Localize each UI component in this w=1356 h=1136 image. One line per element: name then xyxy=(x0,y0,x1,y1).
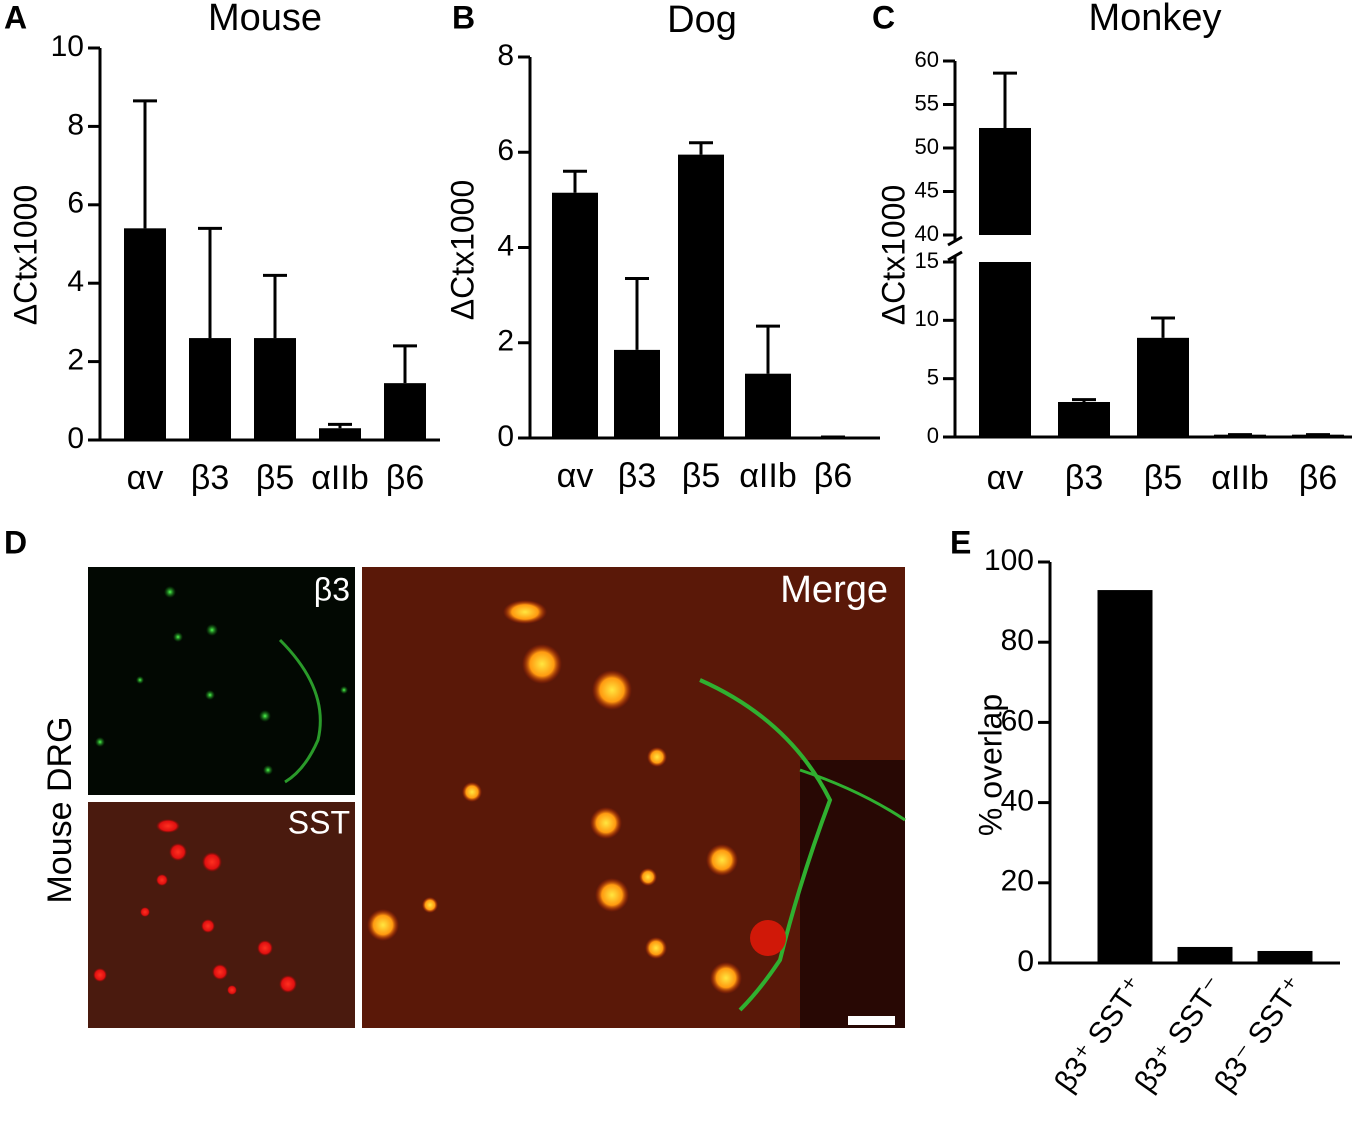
axis-break xyxy=(947,235,963,247)
fiber xyxy=(799,768,906,822)
bar xyxy=(552,192,598,438)
image-label: Merge xyxy=(780,569,888,611)
bar xyxy=(254,338,296,440)
error-bar xyxy=(263,273,287,339)
error-bar xyxy=(563,169,587,193)
x-tick-label: αv xyxy=(557,457,594,495)
y-tick-label: 15 xyxy=(915,248,939,273)
chart-title: Monkey xyxy=(1088,0,1221,39)
y-tick-label: 100 xyxy=(984,544,1034,577)
x-tick-label: β6 xyxy=(1299,459,1337,497)
scale-bar xyxy=(848,1016,895,1025)
y-tick-label: 60 xyxy=(1001,704,1034,737)
bar xyxy=(678,154,724,438)
x-tick-label: αIIb xyxy=(311,459,368,497)
y-tick-label: 10 xyxy=(915,306,939,331)
cells xyxy=(367,600,742,994)
y-axis-label: ΔCtx1000 xyxy=(7,185,43,326)
y-tick-label: 0 xyxy=(927,423,939,448)
cell xyxy=(750,920,786,956)
y-axis-label: ΔCtx1000 xyxy=(875,185,911,326)
x-tick-label: αv xyxy=(987,459,1024,497)
y-tick-label: 40 xyxy=(1001,785,1034,818)
error-bar xyxy=(625,276,649,350)
y-tick-label: 2 xyxy=(497,325,514,358)
y-tick-label: 55 xyxy=(915,90,939,115)
x-tick-label: αIIb xyxy=(1211,459,1268,497)
bar xyxy=(1257,950,1313,963)
panel-letter: B xyxy=(452,0,475,35)
fiber xyxy=(278,638,322,784)
bar xyxy=(384,383,426,440)
y-tick-label: 6 xyxy=(67,187,84,220)
x-tick-label: β5 xyxy=(1144,459,1182,497)
bar xyxy=(124,228,166,440)
x-tick-label: β3 xyxy=(191,459,229,497)
error-bar xyxy=(756,324,780,374)
y-tick-label: 60 xyxy=(915,47,939,72)
image-sst xyxy=(88,802,355,1028)
panel-letter: C xyxy=(872,0,895,35)
x-tick-label: β5 xyxy=(256,459,294,497)
bar xyxy=(614,349,660,438)
y-tick-label: 4 xyxy=(497,229,514,262)
panel-letter: E xyxy=(950,524,971,560)
shadow xyxy=(800,760,905,1028)
fiber xyxy=(699,678,833,1012)
y-axis-label: % overlap xyxy=(972,694,1008,836)
bar xyxy=(979,262,1031,437)
y-tick-label: 0 xyxy=(1017,945,1034,978)
x-tick-label: β6 xyxy=(386,459,424,497)
error-bar xyxy=(1151,316,1175,338)
error-bar xyxy=(993,71,1017,128)
image-label: β3 xyxy=(314,571,350,607)
row-label: Mouse DRG xyxy=(41,716,79,903)
bar xyxy=(745,373,791,438)
bar xyxy=(1058,402,1110,437)
bar xyxy=(1177,946,1233,963)
y-tick-label: 45 xyxy=(915,177,939,202)
error-bar xyxy=(393,344,417,384)
x-tick-label: β6 xyxy=(814,457,852,495)
y-tick-label: 8 xyxy=(67,108,84,141)
error-bar xyxy=(133,99,157,229)
error-bar xyxy=(198,226,222,339)
y-tick-label: 20 xyxy=(1001,865,1034,898)
bar xyxy=(1097,590,1153,963)
y-tick-label: 6 xyxy=(497,134,514,167)
image-label: SST xyxy=(288,804,350,840)
x-tick-label: β5 xyxy=(682,457,720,495)
bar xyxy=(1137,337,1189,437)
x-tick-label: αv xyxy=(127,459,164,497)
panel-letter: D xyxy=(4,524,27,560)
bar xyxy=(189,338,231,440)
y-tick-label: 0 xyxy=(67,422,84,455)
y-tick-label: 10 xyxy=(51,30,84,63)
y-axis-label: ΔCtx1000 xyxy=(444,180,480,321)
axis-break xyxy=(947,250,963,262)
micrographs: β3 SST Merge Mouse DRG D xyxy=(4,524,906,1028)
y-tick-label: 50 xyxy=(915,134,939,159)
x-tick-label: β3 xyxy=(618,457,656,495)
cells xyxy=(93,819,297,995)
error-bar xyxy=(1072,398,1096,402)
y-tick-label: 4 xyxy=(67,265,84,298)
error-bar xyxy=(328,422,352,429)
panel-letter: A xyxy=(4,0,27,35)
y-tick-label: 0 xyxy=(497,420,514,453)
chart-title: Dog xyxy=(667,0,737,41)
y-tick-label: 80 xyxy=(1001,624,1034,657)
y-tick-label: 2 xyxy=(67,344,84,377)
bar xyxy=(319,428,361,440)
chart-title: Mouse xyxy=(208,0,322,39)
y-tick-label: 40 xyxy=(915,221,939,246)
y-tick-label: 5 xyxy=(927,364,939,389)
x-tick-label: β3 xyxy=(1065,459,1103,497)
bar xyxy=(979,127,1031,235)
y-tick-label: 8 xyxy=(497,39,514,72)
x-tick-label: αIIb xyxy=(739,457,796,495)
cells xyxy=(95,586,348,775)
error-bar xyxy=(689,141,713,155)
